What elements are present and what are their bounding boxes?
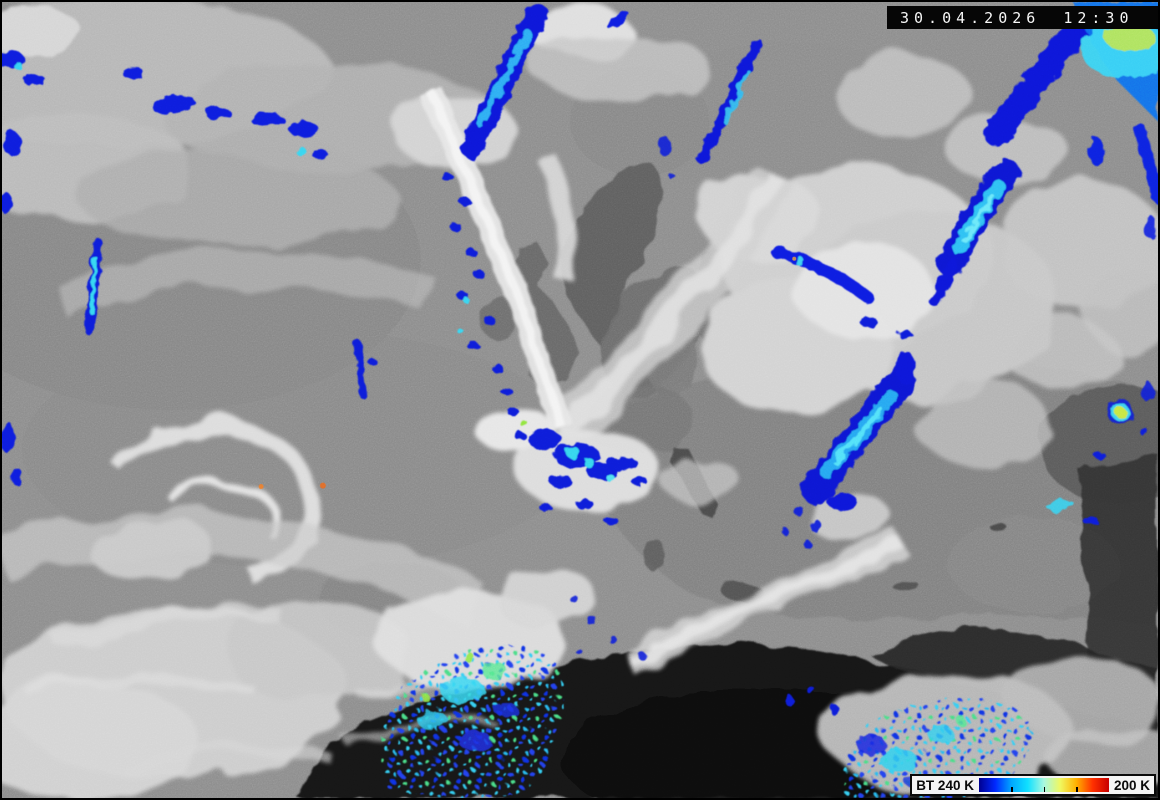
colorbar-tick xyxy=(1076,787,1078,792)
colorbar-legend: BT 240 K 200 K xyxy=(910,774,1156,796)
legend-min-label: BT 240 K xyxy=(916,777,974,793)
legend-max-label: 200 K xyxy=(1113,777,1150,793)
colorbar-gradient xyxy=(978,778,1109,792)
colorbar-tick xyxy=(1043,787,1046,792)
timestamp-bar: 30.04.2026 12:30 xyxy=(887,6,1158,29)
colorbar-tick xyxy=(1011,787,1013,792)
timestamp-text: 30.04.2026 12:30 xyxy=(900,8,1134,27)
